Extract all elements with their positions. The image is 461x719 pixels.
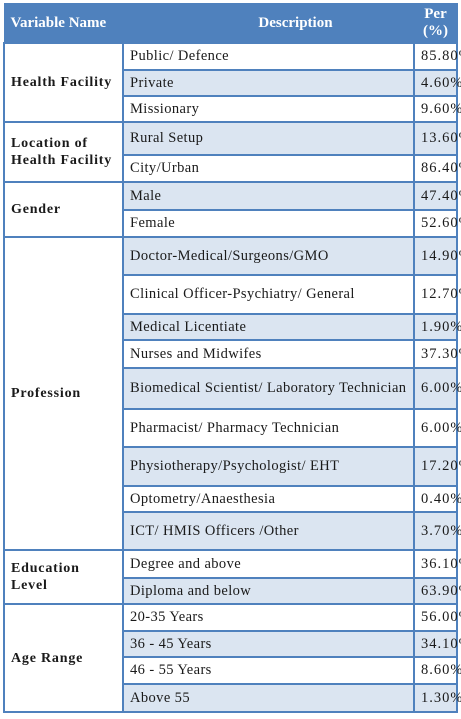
table-row: Clinical Officer-Psychiatry/ General 12.7… <box>4 274 461 315</box>
variable-name-cell: Profession <box>3 236 124 551</box>
percent-cell: 17.20% <box>413 446 461 487</box>
variable-name-cell: Health Facility <box>3 42 124 123</box>
percent-cell: 6.00% <box>413 408 461 448</box>
table-row: ICT/ HMIS Officers /Other 3.70% <box>4 511 461 551</box>
description-cell: Public/ Defence <box>122 42 415 71</box>
percent-cell: 36.10% <box>413 549 461 579</box>
description-cell: Degree and above <box>122 549 415 579</box>
percent-cell: 47.40% <box>413 181 461 211</box>
percent-cell: 63.90% <box>413 577 461 605</box>
percent-cell: 6.00% <box>413 367 461 410</box>
description-cell: Above 55 <box>122 683 415 713</box>
description-cell: Clinical Officer-Psychiatry/ General <box>122 274 415 315</box>
demographics-table-container: Variable Name Description Per (%) Health… <box>3 3 461 713</box>
percent-cell: 56.00% <box>413 603 461 632</box>
table-row: Profession Doctor-Medical/Surgeons/GMO 14.… <box>3 236 461 551</box>
description-cell: Optometry/Anaesthesia <box>122 485 415 513</box>
percent-cell: 52.60% <box>413 209 461 238</box>
description-cell: Nurses and Midwifes <box>122 339 415 369</box>
description-cell: Doctor-Medical/Surgeons/GMO <box>122 236 415 276</box>
percent-cell: 3.70% <box>413 511 461 551</box>
description-cell: Female <box>122 209 415 238</box>
percent-cell: 85.80% <box>413 42 461 71</box>
description-cell: Physiotherapy/Psychologist/ EHT <box>122 446 415 487</box>
description-cell: Biomedical Scientist/ Laboratory Technic… <box>122 367 415 410</box>
table-row: 46 - 55 Years 8.60% <box>4 656 461 685</box>
description-cell: Private <box>122 69 415 97</box>
table-row: Above 55 1.30% <box>4 683 461 713</box>
percent-cell: 1.30% <box>413 683 461 713</box>
description-cell: City/Urban <box>122 154 415 183</box>
percent-cell: 86.40% <box>413 154 461 183</box>
percent-cell: 34.10% <box>413 630 461 658</box>
table-row: Medical Licentiate 1.90% <box>4 313 461 341</box>
description-cell: 46 - 55 Years <box>122 656 415 685</box>
table-row: Optometry/Anaesthesia 0.40% <box>4 485 461 513</box>
percent-cell: 9.60% <box>413 95 461 123</box>
percent-cell: 1.90% <box>413 313 461 341</box>
variable-name-cell: Education Level <box>3 549 124 605</box>
percent-cell: 13.60% <box>413 121 461 156</box>
description-cell: Missionary <box>122 95 415 123</box>
description-cell: Rural Setup <box>122 121 415 156</box>
description-cell: 20-35 Years <box>122 603 415 632</box>
header-description: Description <box>122 3 415 44</box>
table-row: Missionary 9.60% <box>4 95 461 123</box>
percent-cell: 12.70% <box>413 274 461 315</box>
variable-name-cell: Location of Health Facility <box>3 121 124 183</box>
description-cell: 36 - 45 Years <box>122 630 415 658</box>
table-row: Location of Health Facility Rural Setup 13… <box>3 121 461 183</box>
table-row: Pharmacist/ Pharmacy Technician 6.00% <box>4 408 461 448</box>
description-cell: Diploma and below <box>122 577 415 605</box>
header-percent: Per (%) <box>413 3 458 44</box>
description-cell: ICT/ HMIS Officers /Other <box>122 511 415 551</box>
header-row: Variable Name Description Per (%) <box>3 3 458 44</box>
description-cell: Male <box>122 181 415 211</box>
table-row: Biomedical Scientist/ Laboratory Technic… <box>4 367 461 410</box>
header-variable-name: Variable Name <box>3 3 124 44</box>
variable-name-cell: Gender <box>3 181 124 238</box>
description-cell: Medical Licentiate <box>122 313 415 341</box>
percent-cell: 37.30% <box>413 339 461 369</box>
percent-cell: 14.90% <box>413 236 461 276</box>
table-row: Private 4.60% <box>4 69 461 97</box>
variable-name-cell: Age Range <box>3 603 124 713</box>
demographics-table: Variable Name Description Per (%) Health… <box>3 3 461 713</box>
description-cell: Pharmacist/ Pharmacy Technician <box>122 408 415 448</box>
percent-cell: 8.60% <box>413 656 461 685</box>
percent-cell: 0.40% <box>413 485 461 513</box>
percent-cell: 4.60% <box>413 69 461 97</box>
